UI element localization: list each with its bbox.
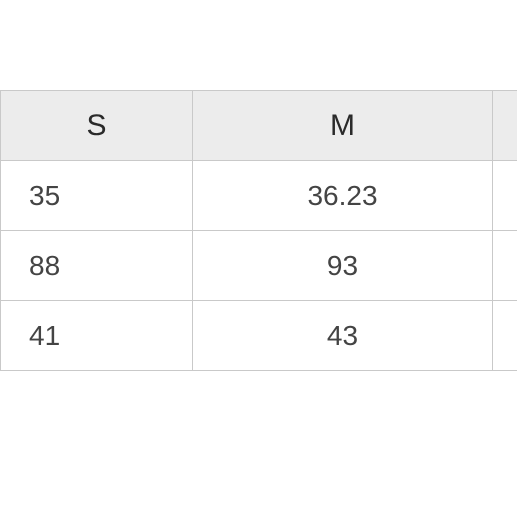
table-row: 88 93 [1,231,517,301]
table: S M 35 36.23 88 93 41 43 [0,90,517,371]
table-row: 35 36.23 [1,161,517,231]
size-table: S M 35 36.23 88 93 41 43 [0,90,517,371]
cell-edge [493,161,517,231]
cell-edge [493,231,517,301]
cell-m: 93 [193,231,493,301]
cell-edge [493,301,517,371]
column-header-s: S [1,91,193,161]
column-header-edge [493,91,517,161]
table-row: 41 43 [1,301,517,371]
cell-s: 88 [1,231,193,301]
table-header-row: S M [1,91,517,161]
column-header-m: M [193,91,493,161]
cell-s: 35 [1,161,193,231]
cell-s: 41 [1,301,193,371]
cell-m: 43 [193,301,493,371]
cell-m: 36.23 [193,161,493,231]
